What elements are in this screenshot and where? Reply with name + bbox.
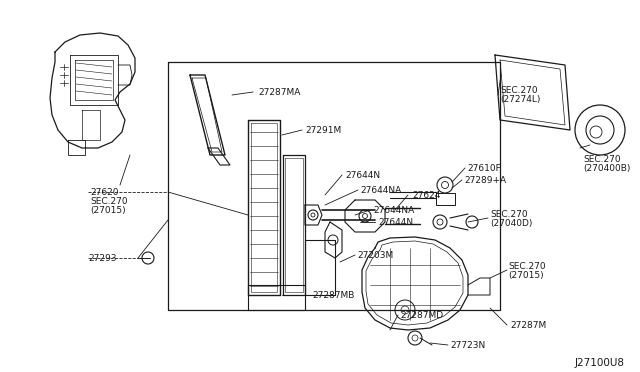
Text: 27620: 27620 (90, 188, 118, 197)
Text: (270400B): (270400B) (583, 164, 630, 173)
Text: 27723N: 27723N (450, 341, 485, 350)
Text: 27203M: 27203M (357, 251, 393, 260)
Text: 27287MA: 27287MA (258, 88, 300, 97)
Text: (27015): (27015) (508, 271, 543, 280)
Text: 27644N: 27644N (345, 171, 380, 180)
Text: 27287MB: 27287MB (312, 291, 355, 300)
Text: 27291M: 27291M (305, 126, 341, 135)
Text: 27293: 27293 (88, 254, 116, 263)
Text: 27624: 27624 (412, 191, 440, 200)
Text: (27040D): (27040D) (490, 219, 532, 228)
Text: SEC.270: SEC.270 (508, 262, 546, 271)
Text: SEC.270: SEC.270 (490, 210, 527, 219)
Text: 27287MD: 27287MD (400, 311, 443, 320)
Text: 27287M: 27287M (510, 321, 547, 330)
Text: SEC.270: SEC.270 (583, 155, 621, 164)
Text: 27644N: 27644N (378, 218, 413, 227)
Text: 27610F: 27610F (467, 164, 500, 173)
Text: 27289+A: 27289+A (464, 176, 506, 185)
Text: SEC.270: SEC.270 (90, 197, 127, 206)
Text: 27644NA: 27644NA (373, 206, 414, 215)
Text: J27100U8: J27100U8 (575, 358, 625, 368)
Text: (27015): (27015) (90, 206, 125, 215)
Text: SEC.270: SEC.270 (500, 86, 538, 95)
Text: 27644NA: 27644NA (360, 186, 401, 195)
Text: (27274L): (27274L) (500, 95, 540, 104)
